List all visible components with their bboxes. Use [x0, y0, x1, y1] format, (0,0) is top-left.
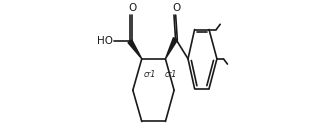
Polygon shape — [128, 40, 142, 59]
Text: cr1: cr1 — [165, 70, 177, 79]
Text: O: O — [172, 3, 180, 13]
Text: HO: HO — [98, 36, 114, 46]
Text: O: O — [128, 3, 137, 13]
Polygon shape — [165, 38, 178, 59]
Text: cr1: cr1 — [143, 70, 156, 79]
